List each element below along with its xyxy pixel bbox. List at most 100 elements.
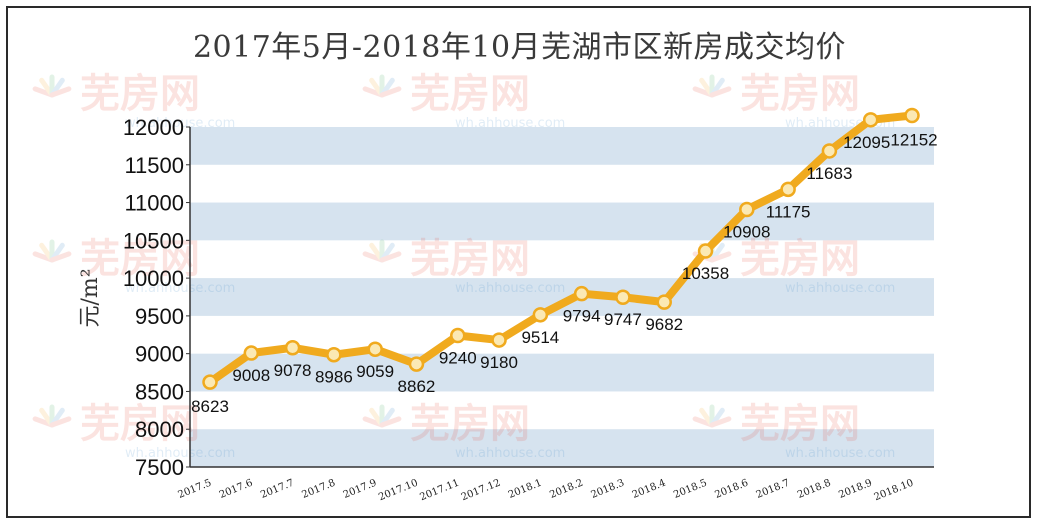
y-tick-label: 8500 <box>135 379 184 404</box>
x-tick-label: 2018.6 <box>713 478 750 501</box>
watermark-logo-ray <box>39 242 55 263</box>
watermark-brand: 芜房网 <box>80 71 200 117</box>
data-label: 10908 <box>723 223 770 242</box>
watermark-logo-ray <box>32 416 55 428</box>
x-ticks: 2017.5 2017.6 2017.7 2017.8 2017.92017.10201… <box>177 478 916 504</box>
watermark-logo-ray <box>369 77 385 98</box>
data-point <box>904 107 920 124</box>
data-point <box>491 332 507 348</box>
watermark-logo-ray <box>362 416 385 428</box>
y-tick-label: 9500 <box>135 304 184 329</box>
watermark-logo-ray <box>709 77 725 98</box>
watermark-site: wh.ahhouse.com <box>785 446 895 461</box>
watermark-logo-ray <box>692 416 715 428</box>
data-point <box>284 340 301 356</box>
x-tick-label: 2017.10 <box>377 478 419 504</box>
watermark-logo-ray <box>379 77 395 98</box>
x-tick-label: 2017.12 <box>460 478 502 504</box>
watermark-brand: 芜房网 <box>80 401 200 447</box>
data-point <box>573 285 590 302</box>
data-label: 9008 <box>232 366 270 385</box>
y-tick-label: 7500 <box>135 455 184 480</box>
y-tick-label: 12000 <box>123 115 184 140</box>
grid-band <box>190 429 934 467</box>
watermark-logo-ray <box>362 86 385 98</box>
watermark-brand: 芜房网 <box>740 401 860 447</box>
watermark-logo-ray <box>362 251 385 263</box>
watermark-site: wh.ahhouse.com <box>455 116 565 131</box>
x-tick-label: 2018.1 <box>507 478 544 501</box>
data-label: 11683 <box>806 164 852 183</box>
watermark-logo-ray <box>379 416 402 428</box>
x-tick-label: 2017.5 <box>177 478 214 501</box>
watermark-brand: 芜房网 <box>410 71 530 117</box>
data-point <box>450 327 466 344</box>
data-point <box>821 143 838 159</box>
grid-bands <box>190 127 934 467</box>
grid-band <box>190 127 934 165</box>
watermark-logo-ray <box>692 86 715 98</box>
watermark-logo-ray <box>49 86 72 98</box>
x-tick-label: 2018.2 <box>548 478 585 501</box>
y-tick-label: 11000 <box>124 191 184 216</box>
grid-band <box>190 278 934 316</box>
watermark-brand: 芜房网 <box>410 401 530 447</box>
x-tick-label: 2018.3 <box>589 478 626 501</box>
watermark-site: wh.ahhouse.com <box>125 116 235 131</box>
data-label: 9794 <box>563 307 601 326</box>
y-tick-label: 10000 <box>123 266 184 291</box>
watermark-logo-ray <box>39 407 55 428</box>
watermark-logo-ray <box>32 86 55 98</box>
watermark-brand: 芜房网 <box>410 236 530 282</box>
watermark-logo-ray <box>49 77 65 98</box>
grid-band <box>190 353 934 392</box>
watermark-site: wh.ahhouse.com <box>125 281 235 296</box>
data-label: 9059 <box>356 362 394 381</box>
x-tick-label: 2017.7 <box>259 478 296 501</box>
data-point <box>697 243 714 259</box>
y-tick-label: 8000 <box>135 417 184 442</box>
data-points <box>202 107 920 390</box>
x-tick-label: 2018.10 <box>873 478 915 504</box>
x-tick-label: 2017.6 <box>218 478 255 501</box>
data-label: 8862 <box>398 377 436 396</box>
chart-title: 2017年5月-2018年10月芜湖市区新房成交均价 <box>192 30 847 65</box>
watermark-logo-ray <box>709 242 725 263</box>
x-tick-label: 2018.8 <box>796 478 833 501</box>
watermark-logo-ray <box>709 407 725 428</box>
watermark-logo-ray <box>39 77 55 98</box>
data-point <box>532 307 549 323</box>
watermark-logo-ray <box>49 251 72 263</box>
data-point <box>243 345 260 361</box>
data-label: 9682 <box>645 315 683 334</box>
x-tick-label: 2018.9 <box>837 478 874 501</box>
axes <box>189 127 934 468</box>
watermark-logo-ray <box>379 251 402 263</box>
y-ticks: 7500 8000 8500 9000 9500 10000 10500 11000 11500… <box>123 115 190 480</box>
watermark-logo-ray <box>709 251 732 263</box>
data-point <box>202 374 218 390</box>
data-point <box>615 289 631 305</box>
x-tick-label: 2017.11 <box>418 478 460 504</box>
data-point <box>739 201 755 218</box>
watermark-site: wh.ahhouse.com <box>455 446 565 461</box>
data-label: 11175 <box>766 202 811 221</box>
watermark-brand: 芜房网 <box>740 236 860 282</box>
watermark-logo-ray <box>49 407 65 428</box>
data-label: 10358 <box>682 264 729 283</box>
watermark-logo-ray <box>379 407 395 428</box>
watermark-logo-ray <box>699 407 715 428</box>
data-label: 8623 <box>191 397 229 416</box>
watermark-logo-ray <box>49 242 65 263</box>
watermark-logo-ray <box>709 416 732 428</box>
watermark-brand: 芜房网 <box>80 236 200 282</box>
watermark-site: wh.ahhouse.com <box>455 281 565 296</box>
watermark-site: wh.ahhouse.com <box>125 446 235 461</box>
data-point <box>326 346 342 363</box>
watermark-logo-ray <box>699 77 715 98</box>
data-point <box>656 294 672 310</box>
